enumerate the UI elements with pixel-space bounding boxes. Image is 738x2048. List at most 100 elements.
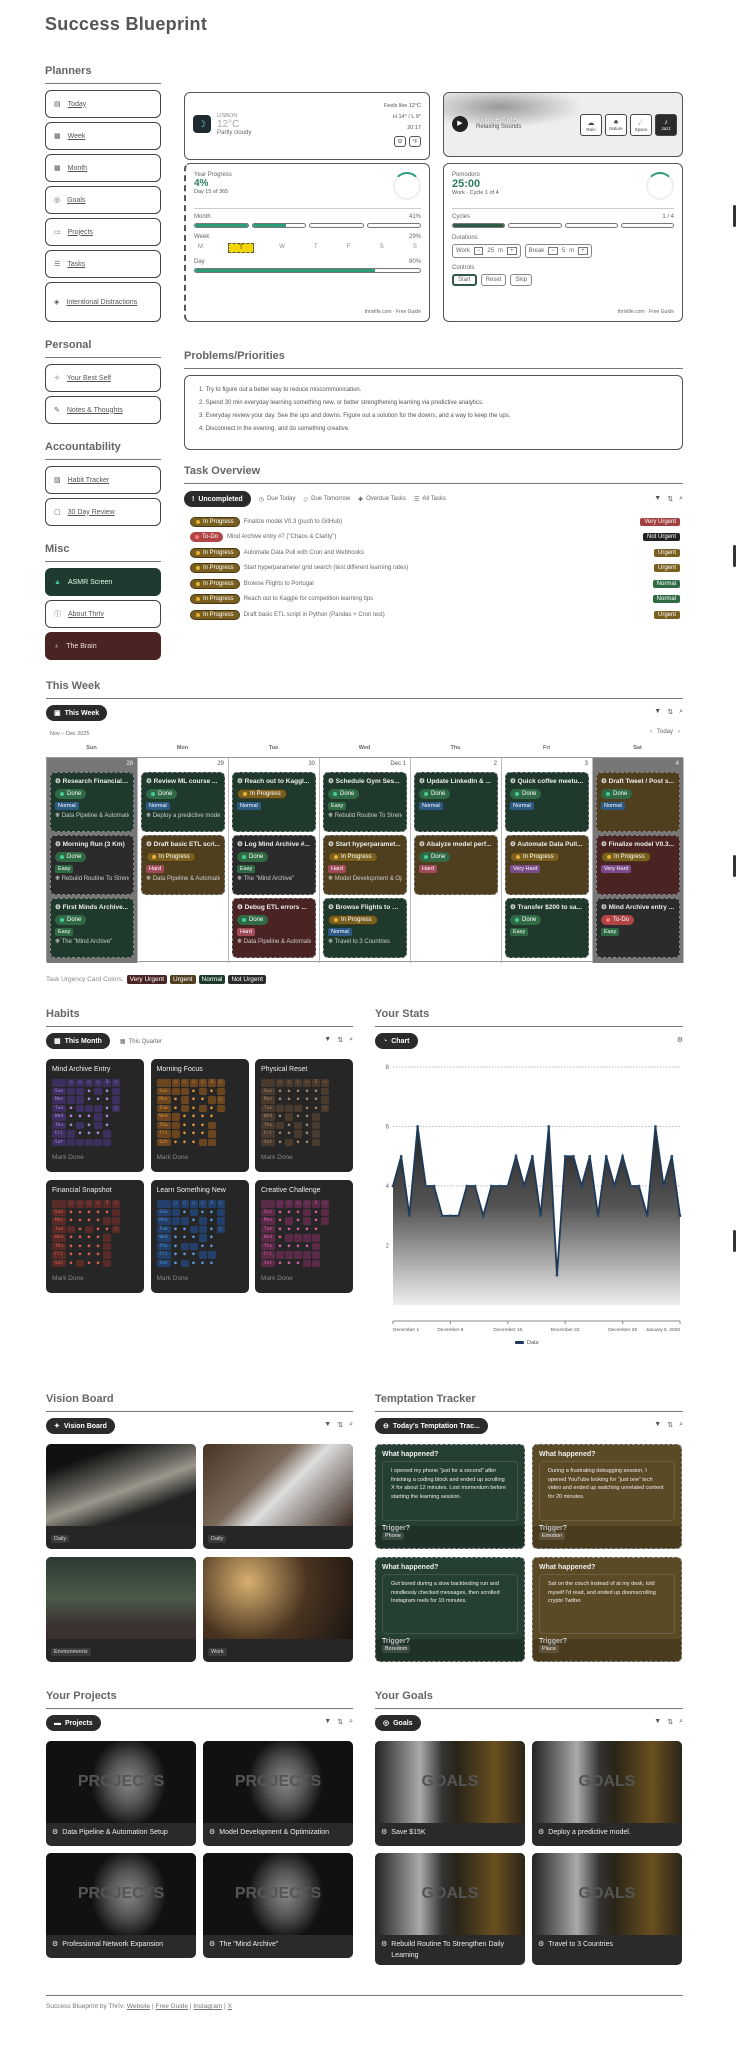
goal-card[interactable]: GOALS ⚙ Rebuild Routine To Strengthen Dail…: [375, 1853, 525, 1965]
footer-link-instagram[interactable]: Instagram: [193, 2003, 223, 2010]
tab-due-today[interactable]: ◷ Due Today: [259, 496, 296, 503]
habit-cell[interactable]: [207, 1138, 216, 1146]
habit-cell[interactable]: [76, 1104, 84, 1112]
habit-cell[interactable]: [303, 1259, 311, 1267]
habit-cell[interactable]: [171, 1217, 180, 1225]
habit-cell[interactable]: [312, 1138, 320, 1146]
habit-done-cell[interactable]: ●: [305, 1139, 309, 1145]
play-button[interactable]: ▶: [452, 116, 468, 132]
habit-today-cell[interactable]: ○: [216, 1096, 225, 1104]
task-card[interactable]: ⚙ Quick coffee meetu... Done Normal: [505, 772, 589, 832]
habit-cell[interactable]: [312, 1113, 320, 1121]
mark-done-button[interactable]: Mark Done: [156, 1154, 189, 1161]
habit-done-cell[interactable]: ●: [105, 1122, 109, 1128]
increase-break-button[interactable]: +: [578, 247, 588, 255]
habit-done-cell[interactable]: ●: [305, 1131, 309, 1137]
task-row[interactable]: In Progress Automate Data Pull with Cron …: [190, 545, 680, 561]
habit-cell[interactable]: [294, 1234, 302, 1242]
search-icon[interactable]: ⌕: [679, 1718, 683, 1725]
sidebar-item-habit-tracker[interactable]: ▨ Habit Tracker: [45, 466, 161, 494]
habit-done-cell[interactable]: ●: [305, 1097, 309, 1103]
habit-cell[interactable]: [67, 1130, 75, 1138]
habit-cell[interactable]: [294, 1104, 302, 1112]
vision-board-card[interactable]: Daily: [46, 1444, 196, 1549]
habit-done-cell[interactable]: ●: [201, 1131, 204, 1137]
habit-cell[interactable]: [207, 1251, 216, 1259]
sidebar-item-projects[interactable]: ▭ Projects: [45, 218, 161, 246]
habit-done-cell[interactable]: ●: [69, 1122, 73, 1128]
habit-done-cell[interactable]: ●: [278, 1226, 282, 1232]
habit-done-cell[interactable]: ●: [287, 1122, 291, 1128]
habit-cell[interactable]: [198, 1087, 207, 1095]
habit-done-cell[interactable]: ●: [87, 1260, 91, 1266]
habit-done-cell[interactable]: ●: [296, 1088, 300, 1094]
habit-done-cell[interactable]: ●: [278, 1088, 282, 1094]
habit-done-cell[interactable]: ●: [87, 1209, 91, 1215]
decrease-break-button[interactable]: −: [548, 247, 558, 255]
habit-done-cell[interactable]: ●: [287, 1131, 291, 1137]
habit-cell[interactable]: [285, 1234, 293, 1242]
task-card[interactable]: ⚙ Reach out to Kaggl... In Progress Normal: [232, 772, 316, 832]
habit-cell[interactable]: [180, 1096, 189, 1104]
habit-cell[interactable]: [112, 1208, 120, 1216]
habit-done-cell[interactable]: ●: [287, 1260, 291, 1266]
habit-cell[interactable]: [285, 1251, 293, 1259]
habit-done-cell[interactable]: ●: [69, 1235, 73, 1241]
project-card[interactable]: PROJECTS ⚙ Model Development & Optimizatio…: [203, 1741, 353, 1846]
habit-cell[interactable]: [180, 1087, 189, 1095]
habit-done-cell[interactable]: ●: [296, 1218, 300, 1224]
habit-cell[interactable]: [285, 1138, 293, 1146]
habit-done-cell[interactable]: ●: [87, 1235, 91, 1241]
task-row[interactable]: To-Do Mind Archive entry #7 ("Chaos & Cla…: [190, 530, 680, 546]
filter-icon[interactable]: ▼: [654, 1718, 662, 1725]
habit-done-cell[interactable]: ●: [105, 1105, 109, 1111]
habit-done-cell[interactable]: ●: [105, 1088, 109, 1094]
habit-done-cell[interactable]: ●: [314, 1088, 318, 1094]
filter-icon[interactable]: ▼: [324, 1036, 332, 1043]
habit-cell[interactable]: [180, 1242, 189, 1250]
habit-done-cell[interactable]: ●: [183, 1131, 186, 1137]
habit-done-cell[interactable]: ●: [287, 1097, 291, 1103]
habit-cell[interactable]: [171, 1113, 180, 1121]
search-icon[interactable]: ⌕: [679, 495, 683, 502]
habit-cell[interactable]: [294, 1121, 302, 1129]
habit-cell[interactable]: [94, 1121, 102, 1129]
habit-done-cell[interactable]: ●: [287, 1088, 291, 1094]
filter-icon[interactable]: ▼: [324, 1421, 332, 1428]
sidebar-item-intentional-distractions[interactable]: ◈ Intentional Distractions: [45, 282, 161, 322]
habit-done-cell[interactable]: ●: [278, 1218, 282, 1224]
search-icon[interactable]: ⌕: [679, 708, 683, 715]
sort-icon[interactable]: ⇅: [667, 1422, 674, 1429]
work-value[interactable]: 25: [487, 248, 495, 254]
task-row[interactable]: In Progress Reach out to Kaggle for compe…: [190, 592, 680, 608]
habit-done-cell[interactable]: ●: [314, 1218, 318, 1224]
sound-jazz-button[interactable]: ♪ Jazz: [655, 114, 677, 136]
habit-done-cell[interactable]: ●: [314, 1226, 318, 1232]
task-row[interactable]: In Progress Finalize model V0.3 (push to …: [190, 514, 680, 530]
sidebar-item-week[interactable]: ▦ Week: [45, 122, 161, 150]
project-card[interactable]: PROJECTS ⚙ Data Pipeline & Automation Setu…: [46, 1741, 196, 1846]
habit-cell[interactable]: [180, 1259, 189, 1267]
habit-cell[interactable]: [285, 1104, 293, 1112]
habit-done-cell[interactable]: ●: [192, 1088, 195, 1094]
habit-cell[interactable]: [103, 1242, 111, 1250]
habit-cell[interactable]: [103, 1217, 111, 1225]
habit-cell[interactable]: [94, 1087, 102, 1095]
task-card[interactable]: ⚙ Schedule Gym Ses... Done Easy ❋ Rebuild R…: [323, 772, 407, 832]
sidebar-item-month[interactable]: ▦ Month: [45, 154, 161, 182]
habit-done-cell[interactable]: ●: [192, 1131, 195, 1137]
habit-cell[interactable]: [303, 1217, 311, 1225]
mark-done-button[interactable]: Mark Done: [52, 1275, 84, 1282]
habit-cell[interactable]: [112, 1217, 120, 1225]
sidebar-item-notes-thoughts[interactable]: ✎ Notes & Thoughts: [45, 396, 161, 424]
habit-cell[interactable]: [198, 1217, 207, 1225]
task-card[interactable]: ⚙ Debug ETL errors ... Done Hard ❋ Data Pip…: [232, 898, 316, 958]
next-week-button[interactable]: ›: [678, 729, 680, 735]
habit-cell[interactable]: [103, 1130, 111, 1138]
habit-cell[interactable]: [85, 1104, 93, 1112]
habit-done-cell[interactable]: ●: [183, 1252, 186, 1258]
habit-cell[interactable]: [321, 1208, 329, 1216]
habit-done-cell[interactable]: ●: [296, 1243, 300, 1249]
sidebar-item-30-day-review[interactable]: ▢ 30 Day Review: [45, 498, 161, 526]
sound-nature-button[interactable]: ♣ Nature: [605, 114, 627, 136]
